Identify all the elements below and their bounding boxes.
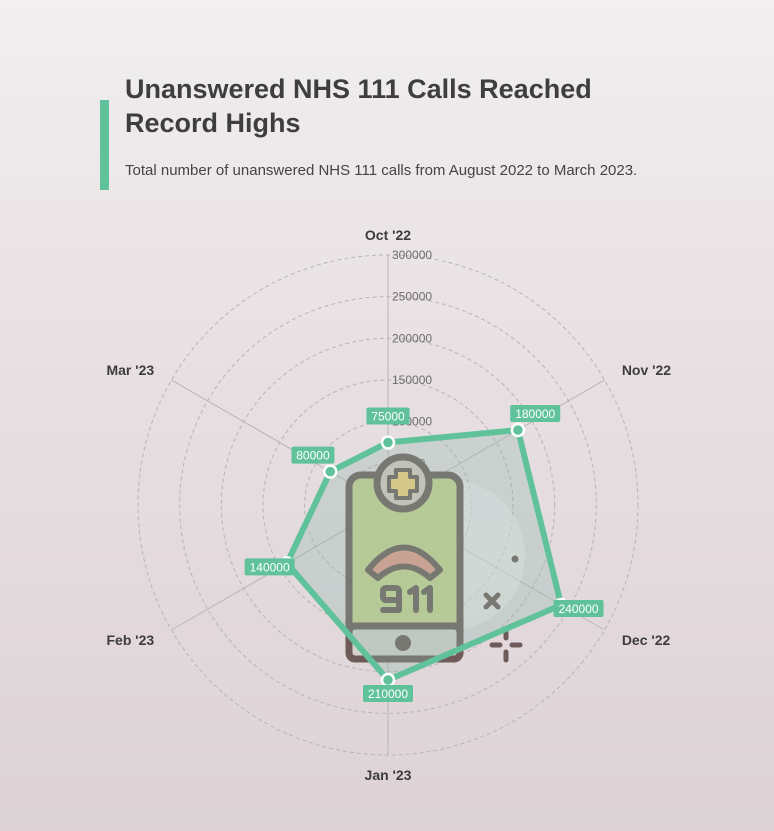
title-accent-bar [100,100,109,190]
value-label: 75000 [371,410,405,424]
value-label: 180000 [515,407,555,421]
category-label: Nov '22 [622,362,671,378]
data-point[interactable] [510,422,526,438]
value-label: 80000 [296,449,330,463]
chart-title: Unanswered NHS 111 Calls Reached Record … [125,74,592,138]
value-label-bg [363,685,413,702]
value-label-bg [291,446,335,464]
radar-series [286,430,562,680]
category-label: Dec '22 [622,632,671,648]
phone-911-medical-icon [345,453,525,663]
chart-subtitle: Total number of unanswered NHS 111 calls… [125,162,638,179]
category-label: Mar '23 [106,362,154,378]
radial-tick-label: 250000 [392,290,432,304]
value-label: 240000 [559,602,599,616]
data-point[interactable] [380,435,396,450]
value-label-bg [244,558,295,576]
data-point[interactable] [323,464,338,479]
radar-labels: Oct '22 Nov '22 Dec '22 Jan '23 Feb '23 Mar '… [106,227,671,783]
value-label-bg [553,600,604,617]
category-label: Oct '22 [365,227,411,243]
series-area [286,430,562,680]
category-label: Feb '23 [106,632,154,648]
radial-tick-label: 150000 [392,373,432,387]
value-label: 140000 [250,560,290,574]
value-label: 210000 [368,687,408,701]
category-label: Jan '23 [365,767,412,783]
radial-tick-label: 200000 [392,331,432,345]
radial-tick-label: 300000 [392,248,432,262]
value-label-bg [366,407,410,425]
value-label-bg [510,405,561,422]
data-point[interactable] [380,672,396,688]
